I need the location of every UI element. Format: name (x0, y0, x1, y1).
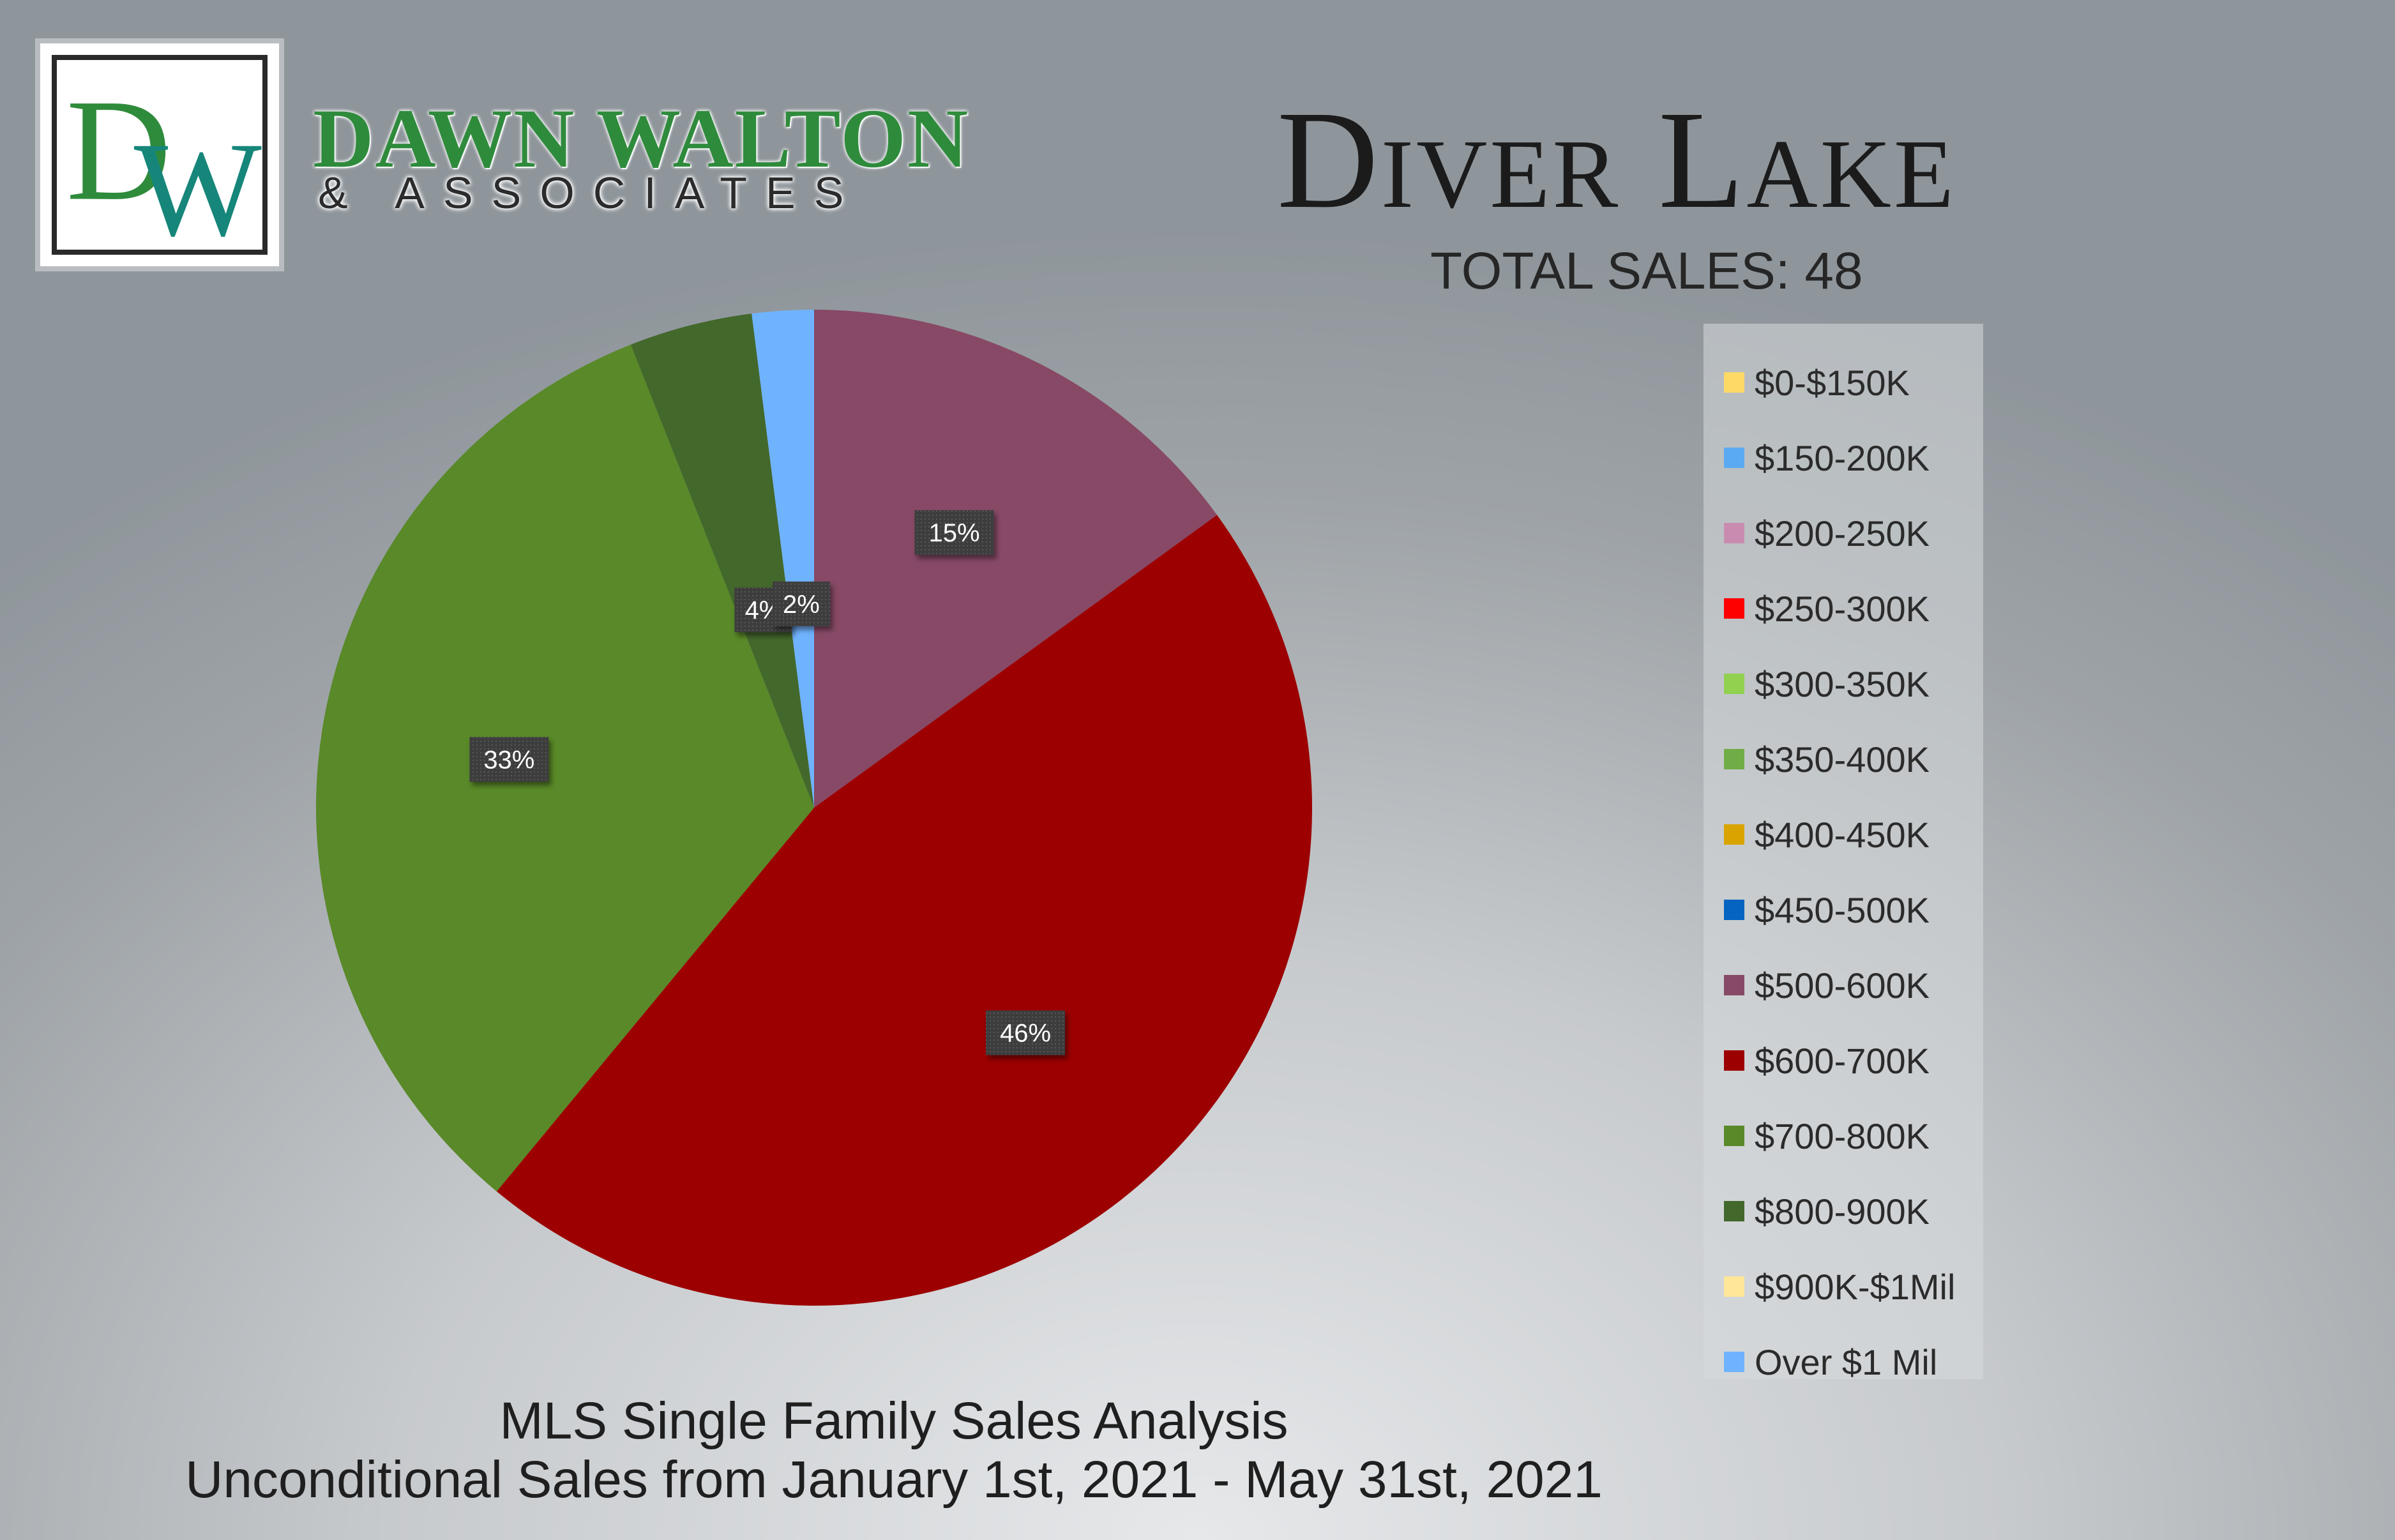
legend-item: $600-700K (1704, 1023, 1983, 1098)
data-label: 15% (914, 510, 994, 555)
legend-label: $450-500K (1755, 889, 1930, 930)
legend-swatch (1724, 598, 1744, 619)
legend-label: $900K-$1Mil (1755, 1266, 1956, 1307)
legend-label: $800-900K (1755, 1191, 1930, 1232)
legend-swatch (1724, 372, 1744, 393)
legend-swatch (1724, 1126, 1744, 1146)
legend-swatch (1724, 523, 1744, 543)
legend-label: $600-700K (1755, 1040, 1930, 1081)
svg-text:2%: 2% (783, 591, 820, 619)
svg-text:46%: 46% (1000, 1020, 1051, 1048)
pie-slice (496, 515, 1312, 1306)
svg-text:W: W (134, 114, 262, 250)
legend-item: $700-800K (1704, 1098, 1983, 1174)
total-sales: TOTAL SALES: 48 (1430, 242, 1863, 300)
chart-legend: $0-$150K $150-200K $200-250K $250-300K $300-… (1704, 324, 1983, 1382)
legend-item: $0-$150K (1704, 345, 1983, 420)
pie-slice (752, 310, 814, 808)
legend-label: $700-800K (1755, 1115, 1930, 1156)
legend-label: Over $1 Mil (1755, 1341, 1938, 1382)
legend-item: $250-300K (1704, 571, 1983, 646)
legend-label: $0-$150K (1755, 362, 1910, 403)
pie-slice (814, 310, 1218, 808)
legend-label: $200-250K (1755, 513, 1930, 554)
legend-label: $250-300K (1755, 588, 1930, 629)
legend-item: $150-200K (1704, 420, 1983, 495)
legend-swatch (1724, 824, 1744, 845)
legend-swatch (1724, 1050, 1744, 1071)
legend-swatch (1724, 448, 1744, 468)
legend-label: $500-600K (1755, 965, 1930, 1006)
legend-item: $350-400K (1704, 721, 1983, 797)
chart-footer: MLS Single Family Sales Analysis Uncondi… (0, 1392, 1788, 1509)
svg-text:D: D (66, 70, 172, 230)
data-label: 46% (986, 1010, 1066, 1055)
pie-slice (630, 313, 814, 808)
footer-line-2: Unconditional Sales from January 1st, 20… (185, 1450, 1603, 1509)
dw-monogram-icon: D W (66, 70, 262, 250)
legend-swatch (1724, 975, 1744, 995)
legend-item: $800-900K (1704, 1174, 1983, 1249)
legend-label: $400-450K (1755, 814, 1930, 855)
legend-item: $450-500K (1704, 872, 1983, 947)
legend-item: $200-250K (1704, 495, 1983, 571)
legend-item: $400-450K (1704, 797, 1983, 872)
brand-logo: D W (35, 38, 284, 271)
data-label: 33% (469, 737, 549, 782)
legend-swatch (1724, 1352, 1744, 1372)
legend-item: $500-600K (1704, 947, 1983, 1023)
legend-label: $350-400K (1755, 739, 1930, 780)
legend-label: $300-350K (1755, 663, 1930, 704)
logo-frame: D W (52, 55, 268, 255)
pie-slice (315, 344, 814, 1192)
data-label: 2% (772, 581, 830, 626)
brand-name: DAWN WALTON (313, 91, 970, 185)
legend-item: $300-350K (1704, 646, 1983, 721)
page-title: Diver Lake (1277, 82, 1957, 238)
legend-label: $150-200K (1755, 437, 1930, 478)
legend-swatch (1724, 900, 1744, 920)
legend-item: $900K-$1Mil (1704, 1249, 1983, 1324)
legend-swatch (1724, 674, 1744, 694)
brand-subtitle: & ASSOCIATES (318, 168, 863, 218)
svg-text:15%: 15% (929, 519, 980, 547)
footer-line-1: MLS Single Family Sales Analysis (499, 1392, 1288, 1450)
svg-text:33%: 33% (483, 746, 534, 774)
legend-swatch (1724, 1201, 1744, 1221)
legend-item: Over $1 Mil (1704, 1324, 1983, 1400)
legend-swatch (1724, 1276, 1744, 1297)
legend-swatch (1724, 749, 1744, 769)
